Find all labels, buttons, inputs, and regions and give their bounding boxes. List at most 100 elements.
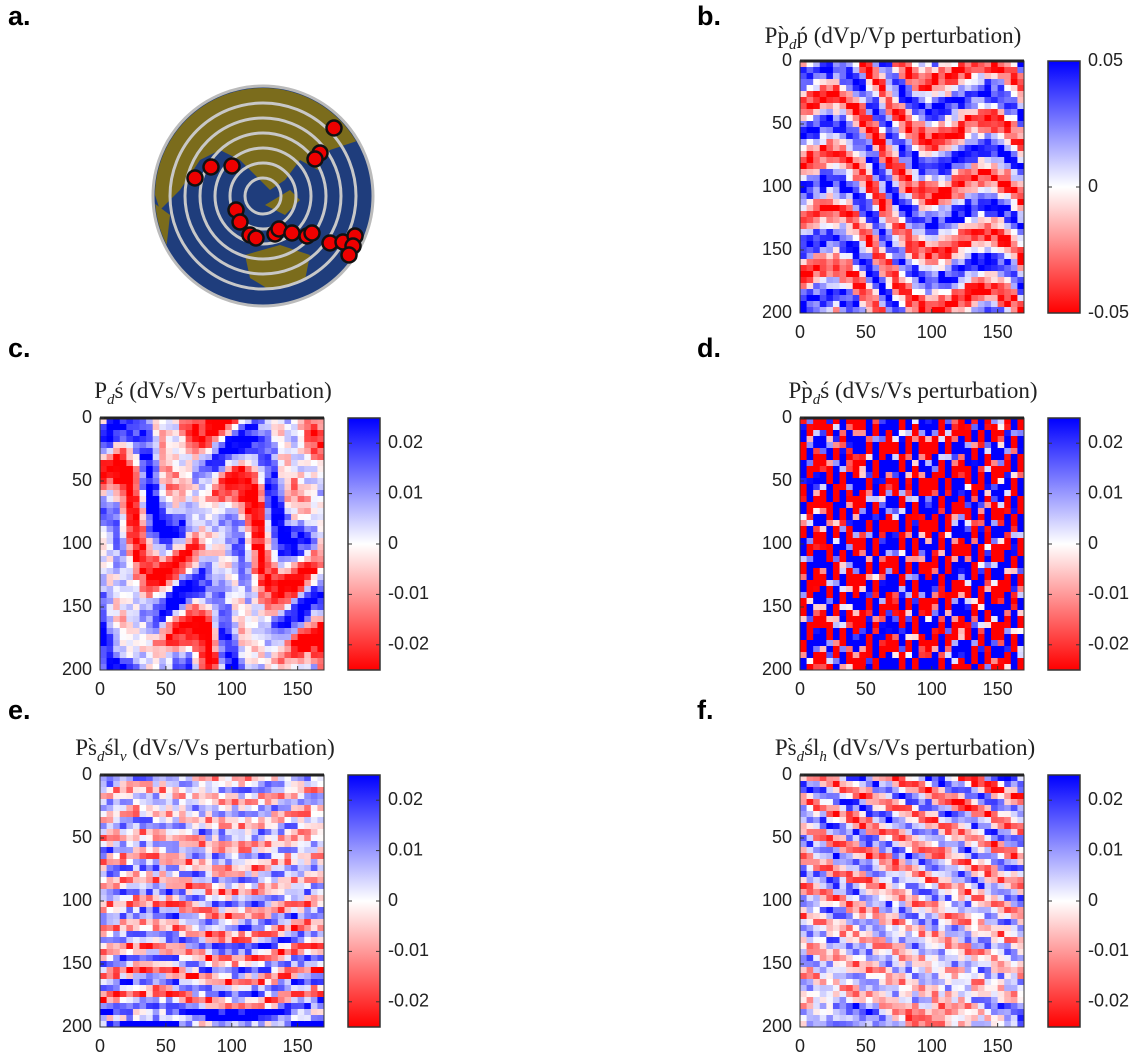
heatmap-cell [866, 301, 873, 307]
heatmap-cell [866, 283, 873, 289]
heatmap-cell [298, 448, 305, 454]
heatmap-cell [859, 430, 866, 436]
heatmap-cell [807, 247, 814, 253]
heatmap-cell [245, 496, 252, 502]
heatmap-cell [153, 1003, 160, 1009]
heatmap-cell [872, 502, 879, 508]
heatmap-cell [159, 586, 166, 592]
heatmap-cell [186, 835, 193, 841]
heatmap-cell [100, 853, 107, 859]
heatmap-cell [932, 652, 939, 658]
heatmap-cell [813, 121, 820, 127]
heatmap-cell [179, 610, 186, 616]
heatmap-cell [978, 235, 985, 241]
heatmap-cell [859, 664, 866, 670]
heatmap-cell [146, 799, 153, 805]
heatmap-cell [866, 616, 873, 622]
heatmap-cell [153, 793, 160, 799]
colorbar-tick-label: -0.01 [388, 583, 429, 603]
heatmap-cell [100, 919, 107, 925]
heatmap-cell [245, 454, 252, 460]
heatmap-cell [311, 652, 318, 658]
heatmap-cell [978, 652, 985, 658]
heatmap-cell [879, 532, 886, 538]
heatmap-cell [172, 805, 179, 811]
heatmap-cell [919, 67, 926, 73]
heatmap-cell [146, 646, 153, 652]
heatmap-cell [271, 490, 278, 496]
heatmap-cell [978, 103, 985, 109]
heatmap-cell [965, 592, 972, 598]
heatmap-cell [965, 460, 972, 466]
heatmap-cell [998, 211, 1005, 217]
heatmap-cell [271, 436, 278, 442]
heatmap-cell [120, 991, 127, 997]
heatmap-cell [932, 97, 939, 103]
heatmap-cell [153, 853, 160, 859]
heatmap-cell [311, 490, 318, 496]
heatmap-cell [859, 634, 866, 640]
heatmap-cell [1004, 538, 1011, 544]
heatmap-cell [1017, 640, 1024, 646]
heatmap-cell [199, 604, 206, 610]
heatmap-cell [879, 145, 886, 151]
heatmap-cell [866, 586, 873, 592]
heatmap-cell [971, 622, 978, 628]
heatmap-cell [991, 604, 998, 610]
heatmap-cell [938, 85, 945, 91]
heatmap-cell [252, 568, 259, 574]
heatmap-cell [991, 514, 998, 520]
heatmap-cell [866, 502, 873, 508]
heatmap-cell [153, 514, 160, 520]
heatmap-cell [179, 646, 186, 652]
heatmap-cell [317, 652, 324, 658]
heatmap-cell [284, 538, 291, 544]
heatmap-cell [879, 424, 886, 430]
heatmap-cell [107, 793, 114, 799]
heatmap-cell [925, 622, 932, 628]
heatmap-cell [186, 781, 193, 787]
heatmap-cell [113, 622, 120, 628]
heatmap-cell [925, 307, 932, 313]
heatmap-cell [133, 811, 140, 817]
heatmap-cell [271, 448, 278, 454]
heatmap-cell [886, 259, 893, 265]
heatmap-cell [146, 472, 153, 478]
heatmap-cell [853, 175, 860, 181]
heatmap-cell [978, 634, 985, 640]
heatmap-cell [886, 73, 893, 79]
heatmap-cell [100, 817, 107, 823]
heatmap-cell [925, 556, 932, 562]
heatmap-cell [107, 781, 114, 787]
heatmap-cell [1011, 229, 1018, 235]
heatmap-cell [219, 556, 226, 562]
heatmap-cell [945, 115, 952, 121]
colorbar-tick-label: 0 [388, 533, 398, 553]
heatmap-cell [317, 544, 324, 550]
heatmap-cell [899, 652, 906, 658]
heatmap-cell [278, 460, 285, 466]
heatmap-cell [807, 229, 814, 235]
heatmap-cell [952, 430, 959, 436]
heatmap-cell [317, 460, 324, 466]
heatmap-cell [807, 442, 814, 448]
heatmap-cell [892, 223, 899, 229]
heatmap-cell [853, 496, 860, 502]
heatmap-cell [1004, 181, 1011, 187]
heatmap-cell [1004, 436, 1011, 442]
heatmap-cell [958, 658, 965, 664]
heatmap-cell [120, 973, 127, 979]
heatmap-cell [113, 568, 120, 574]
heatmap-cell [958, 430, 965, 436]
heatmap-cell [905, 538, 912, 544]
heatmap-cell [166, 586, 173, 592]
heatmap-cell [912, 550, 919, 556]
heatmap-cell [159, 955, 166, 961]
heatmap-cell [100, 556, 107, 562]
heatmap-cell [100, 472, 107, 478]
heatmap-cell [179, 859, 186, 865]
heatmap-cell [304, 568, 311, 574]
heatmap-cell [853, 592, 860, 598]
heatmap-cell [258, 430, 265, 436]
heatmap-cell [971, 454, 978, 460]
